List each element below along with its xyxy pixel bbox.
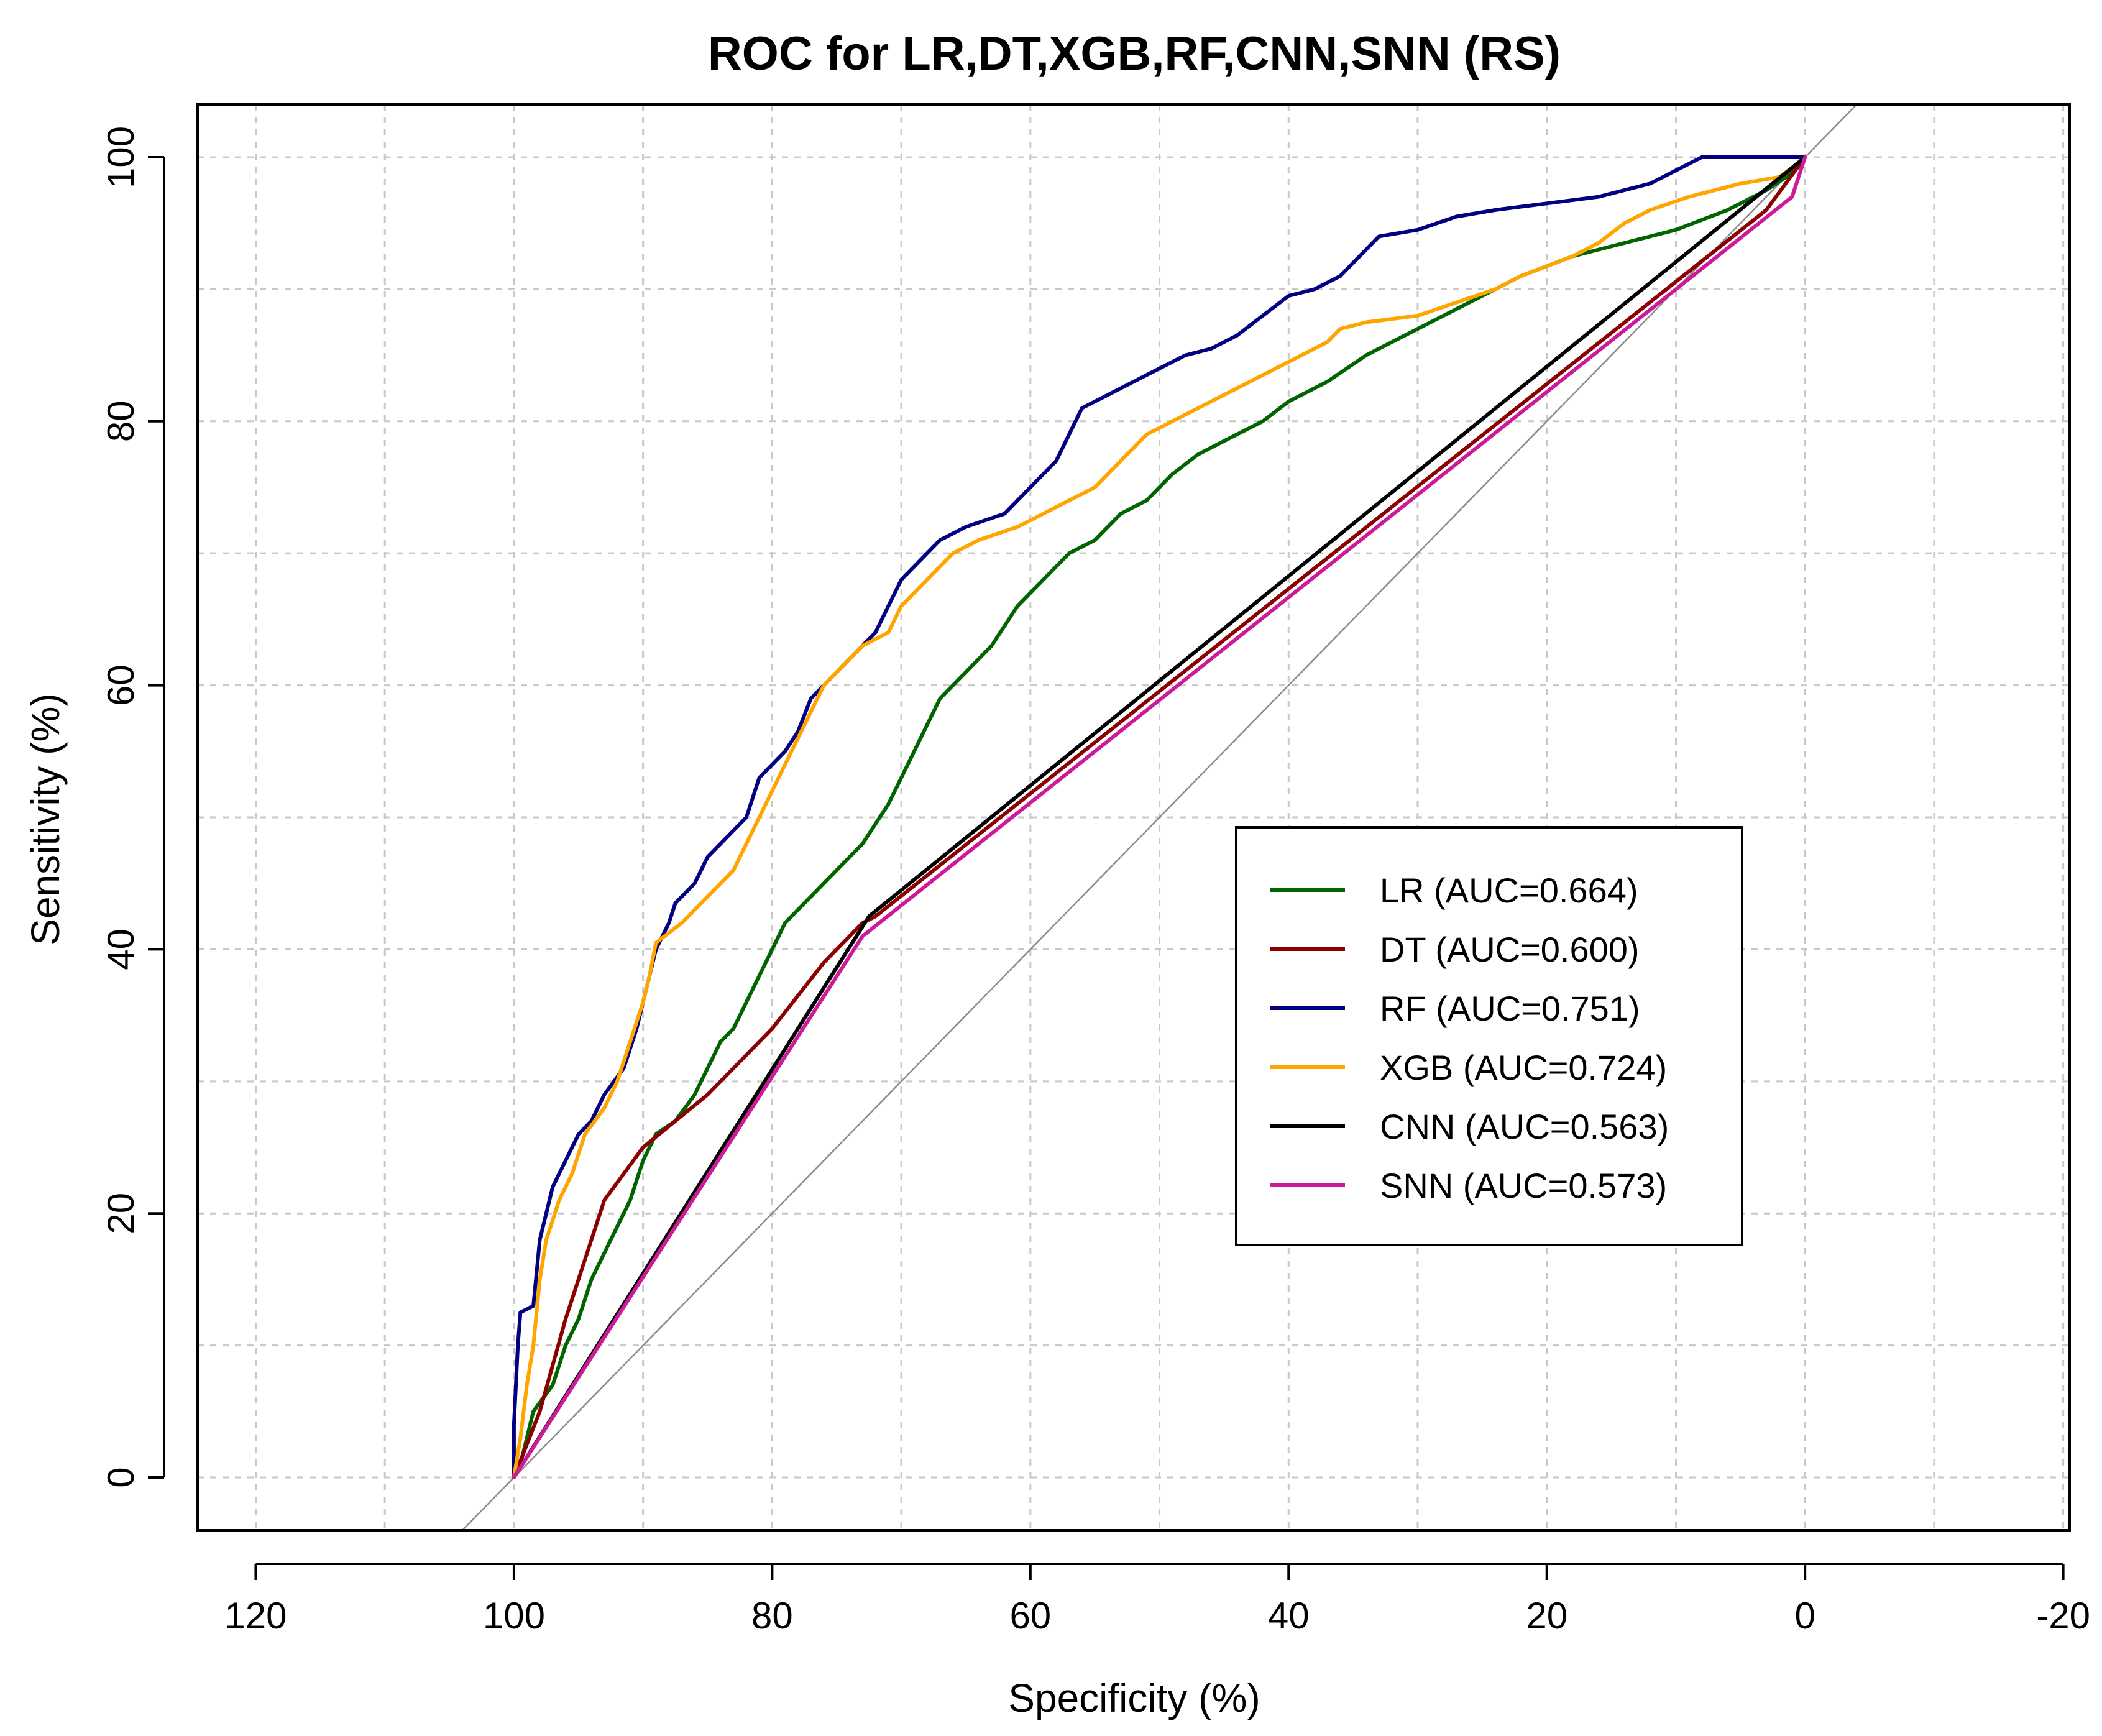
legend: LR (AUC=0.664) DT (AUC=0.600) RF (AUC=0.75…: [1235, 826, 1743, 1246]
legend-label-cnn: CNN (AUC=0.563): [1380, 1107, 1669, 1146]
series-line-lr: [512, 155, 1807, 1479]
x-tick-label: 100: [483, 1595, 545, 1637]
legend-label-xgb: XGB (AUC=0.724): [1380, 1048, 1667, 1087]
series-line-rf: [512, 155, 1807, 1479]
x-tick-label: -20: [2036, 1595, 2090, 1637]
x-tick-label: 0: [1794, 1595, 1815, 1637]
y-tick-label: 0: [100, 1467, 142, 1487]
legend-label-dt: DT (AUC=0.600): [1380, 930, 1640, 969]
series-line-dt: [512, 155, 1807, 1479]
series-line-snn: [512, 155, 1807, 1479]
x-tick-label: 60: [1009, 1595, 1051, 1637]
x-axis-title: Specificity (%): [1008, 1676, 1260, 1720]
y-tick-label: 60: [100, 664, 142, 706]
y-tick-label: 100: [100, 126, 142, 188]
x-tick-label: 20: [1526, 1595, 1567, 1637]
y-axis-title: Sensitivity (%): [23, 693, 68, 945]
y-tick-label: 40: [100, 929, 142, 970]
legend-label-lr: LR (AUC=0.664): [1380, 871, 1638, 910]
x-tick-label: 80: [751, 1595, 793, 1637]
y-tick-label: 80: [100, 400, 142, 442]
y-axis: 0 20 40 60 80 100: [100, 126, 165, 1488]
series-layer: [512, 155, 1807, 1479]
legend-box: [1235, 826, 1743, 1246]
legend-label-rf: RF (AUC=0.751): [1380, 989, 1640, 1028]
x-tick-label: 120: [224, 1595, 287, 1637]
plot-frame: [196, 103, 2071, 1532]
series-line-xgb: [512, 155, 1807, 1479]
y-tick-label: 20: [100, 1193, 142, 1234]
chart-title: ROC for LR,DT,XGB,RF,CNN,SNN (RS): [708, 27, 1561, 80]
reference-diagonal-line: [461, 104, 1858, 1531]
legend-label-snn: SNN (AUC=0.573): [1380, 1166, 1667, 1205]
x-tick-label: 40: [1268, 1595, 1310, 1637]
x-axis: 120 100 80 60 40 20 0 -20: [224, 1563, 2090, 1637]
